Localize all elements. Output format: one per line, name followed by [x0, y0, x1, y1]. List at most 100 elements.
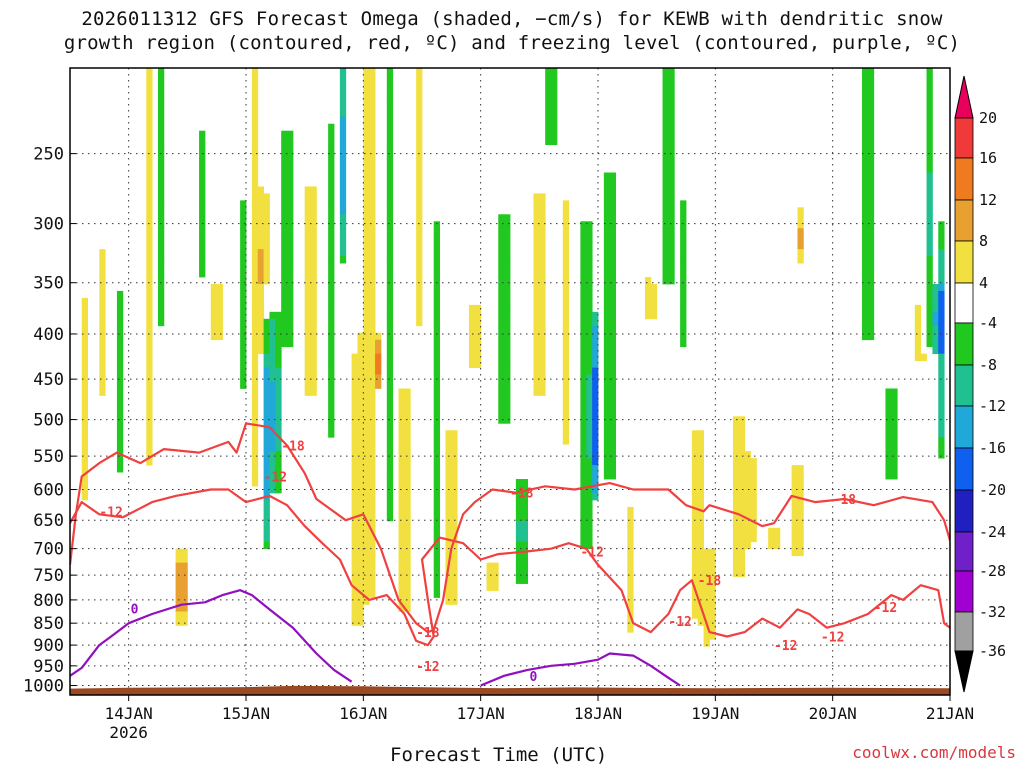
omega-cell	[744, 520, 751, 529]
omega-cell	[251, 277, 259, 285]
contour-label-red: -12	[821, 630, 844, 645]
omega-cell	[257, 318, 264, 327]
omega-cell	[644, 290, 652, 299]
omega-cell	[146, 388, 153, 396]
omega-cell	[433, 437, 440, 445]
omega-cell	[885, 472, 892, 480]
omega-cell	[539, 200, 546, 208]
omega-cell	[310, 332, 317, 341]
omega-cell	[797, 249, 804, 257]
omega-cell	[281, 221, 288, 229]
omega-cell	[609, 430, 616, 438]
omega-cell	[99, 318, 106, 327]
omega-cell	[181, 618, 188, 626]
omega-cell	[304, 353, 311, 361]
omega-cell	[680, 304, 687, 313]
omega-cell	[539, 277, 546, 285]
omega-cell	[369, 311, 376, 320]
omega-cell	[603, 465, 611, 473]
omega-cell	[885, 444, 892, 452]
omega-cell	[592, 486, 599, 494]
omega-cell	[146, 207, 153, 215]
y-tick-label: 300	[33, 215, 64, 235]
omega-cell	[592, 332, 599, 341]
omega-cell	[592, 360, 599, 368]
omega-cell	[920, 353, 927, 361]
omega-cell	[310, 318, 317, 327]
omega-cell	[99, 297, 106, 306]
omega-cell	[363, 242, 370, 250]
omega-cell	[533, 221, 540, 229]
omega-cell	[339, 221, 347, 229]
omega-cell	[257, 186, 264, 194]
omega-cell	[627, 506, 634, 515]
omega-cell	[287, 207, 294, 215]
omega-cell	[926, 123, 933, 132]
omega-cell	[650, 297, 658, 306]
omega-cell	[433, 520, 440, 529]
omega-cell	[263, 263, 270, 271]
omega-cell	[498, 277, 505, 285]
omega-cell	[351, 360, 358, 368]
omega-cell	[158, 88, 165, 97]
omega-cell	[263, 541, 270, 550]
omega-cell	[504, 416, 511, 424]
omega-cell	[357, 353, 364, 361]
omega-cell	[545, 88, 552, 97]
omega-cell	[515, 541, 523, 550]
omega-cell	[791, 472, 798, 480]
omega-cell	[99, 311, 106, 320]
omega-cell	[926, 311, 933, 320]
omega-cell	[668, 144, 675, 152]
omega-cell	[551, 116, 558, 125]
omega-cell	[357, 597, 364, 605]
omega-cell	[158, 283, 165, 292]
omega-cell	[533, 214, 540, 222]
omega-cell	[328, 137, 335, 146]
omega-cell	[363, 311, 370, 320]
omega-cell	[199, 137, 206, 146]
omega-cell	[351, 451, 358, 459]
omega-cell	[146, 353, 153, 361]
omega-cell	[363, 555, 370, 564]
omega-cell	[304, 325, 311, 334]
omega-cell	[386, 193, 394, 201]
omega-cell	[146, 123, 153, 132]
omega-cell	[363, 228, 370, 236]
omega-cell	[240, 200, 247, 208]
omega-cell	[351, 590, 358, 598]
omega-cell	[433, 235, 440, 243]
omega-cell	[416, 95, 423, 104]
omega-cell	[662, 158, 669, 166]
omega-cell	[363, 158, 370, 166]
omega-cell	[304, 242, 311, 250]
omega-cell	[504, 270, 511, 278]
omega-cell	[357, 499, 364, 508]
omega-cell	[504, 256, 511, 264]
omega-cell	[732, 562, 740, 570]
omega-cell	[386, 290, 394, 299]
colorbar-swatch	[954, 447, 974, 491]
omega-cell	[369, 137, 376, 146]
credit-text[interactable]: coolwx.com/models	[852, 743, 1016, 762]
omega-cell	[703, 639, 710, 647]
omega-cell	[158, 144, 165, 152]
omega-cell	[269, 395, 276, 403]
omega-cell	[398, 527, 405, 536]
omega-cell	[275, 367, 282, 375]
omega-cell	[867, 242, 875, 250]
contour-label-red: -12	[99, 505, 122, 520]
omega-cell	[386, 165, 394, 173]
omega-cell	[398, 465, 405, 473]
omega-cell	[504, 297, 511, 306]
omega-cell	[251, 283, 259, 292]
omega-cell	[551, 137, 558, 146]
omega-cell	[339, 158, 347, 166]
omega-cell	[287, 158, 294, 166]
omega-cell	[158, 81, 165, 90]
omega-cell	[181, 611, 188, 619]
omega-cell	[240, 228, 247, 236]
omega-cell	[304, 193, 311, 201]
omega-cell	[609, 346, 616, 355]
omega-cell	[369, 513, 376, 522]
